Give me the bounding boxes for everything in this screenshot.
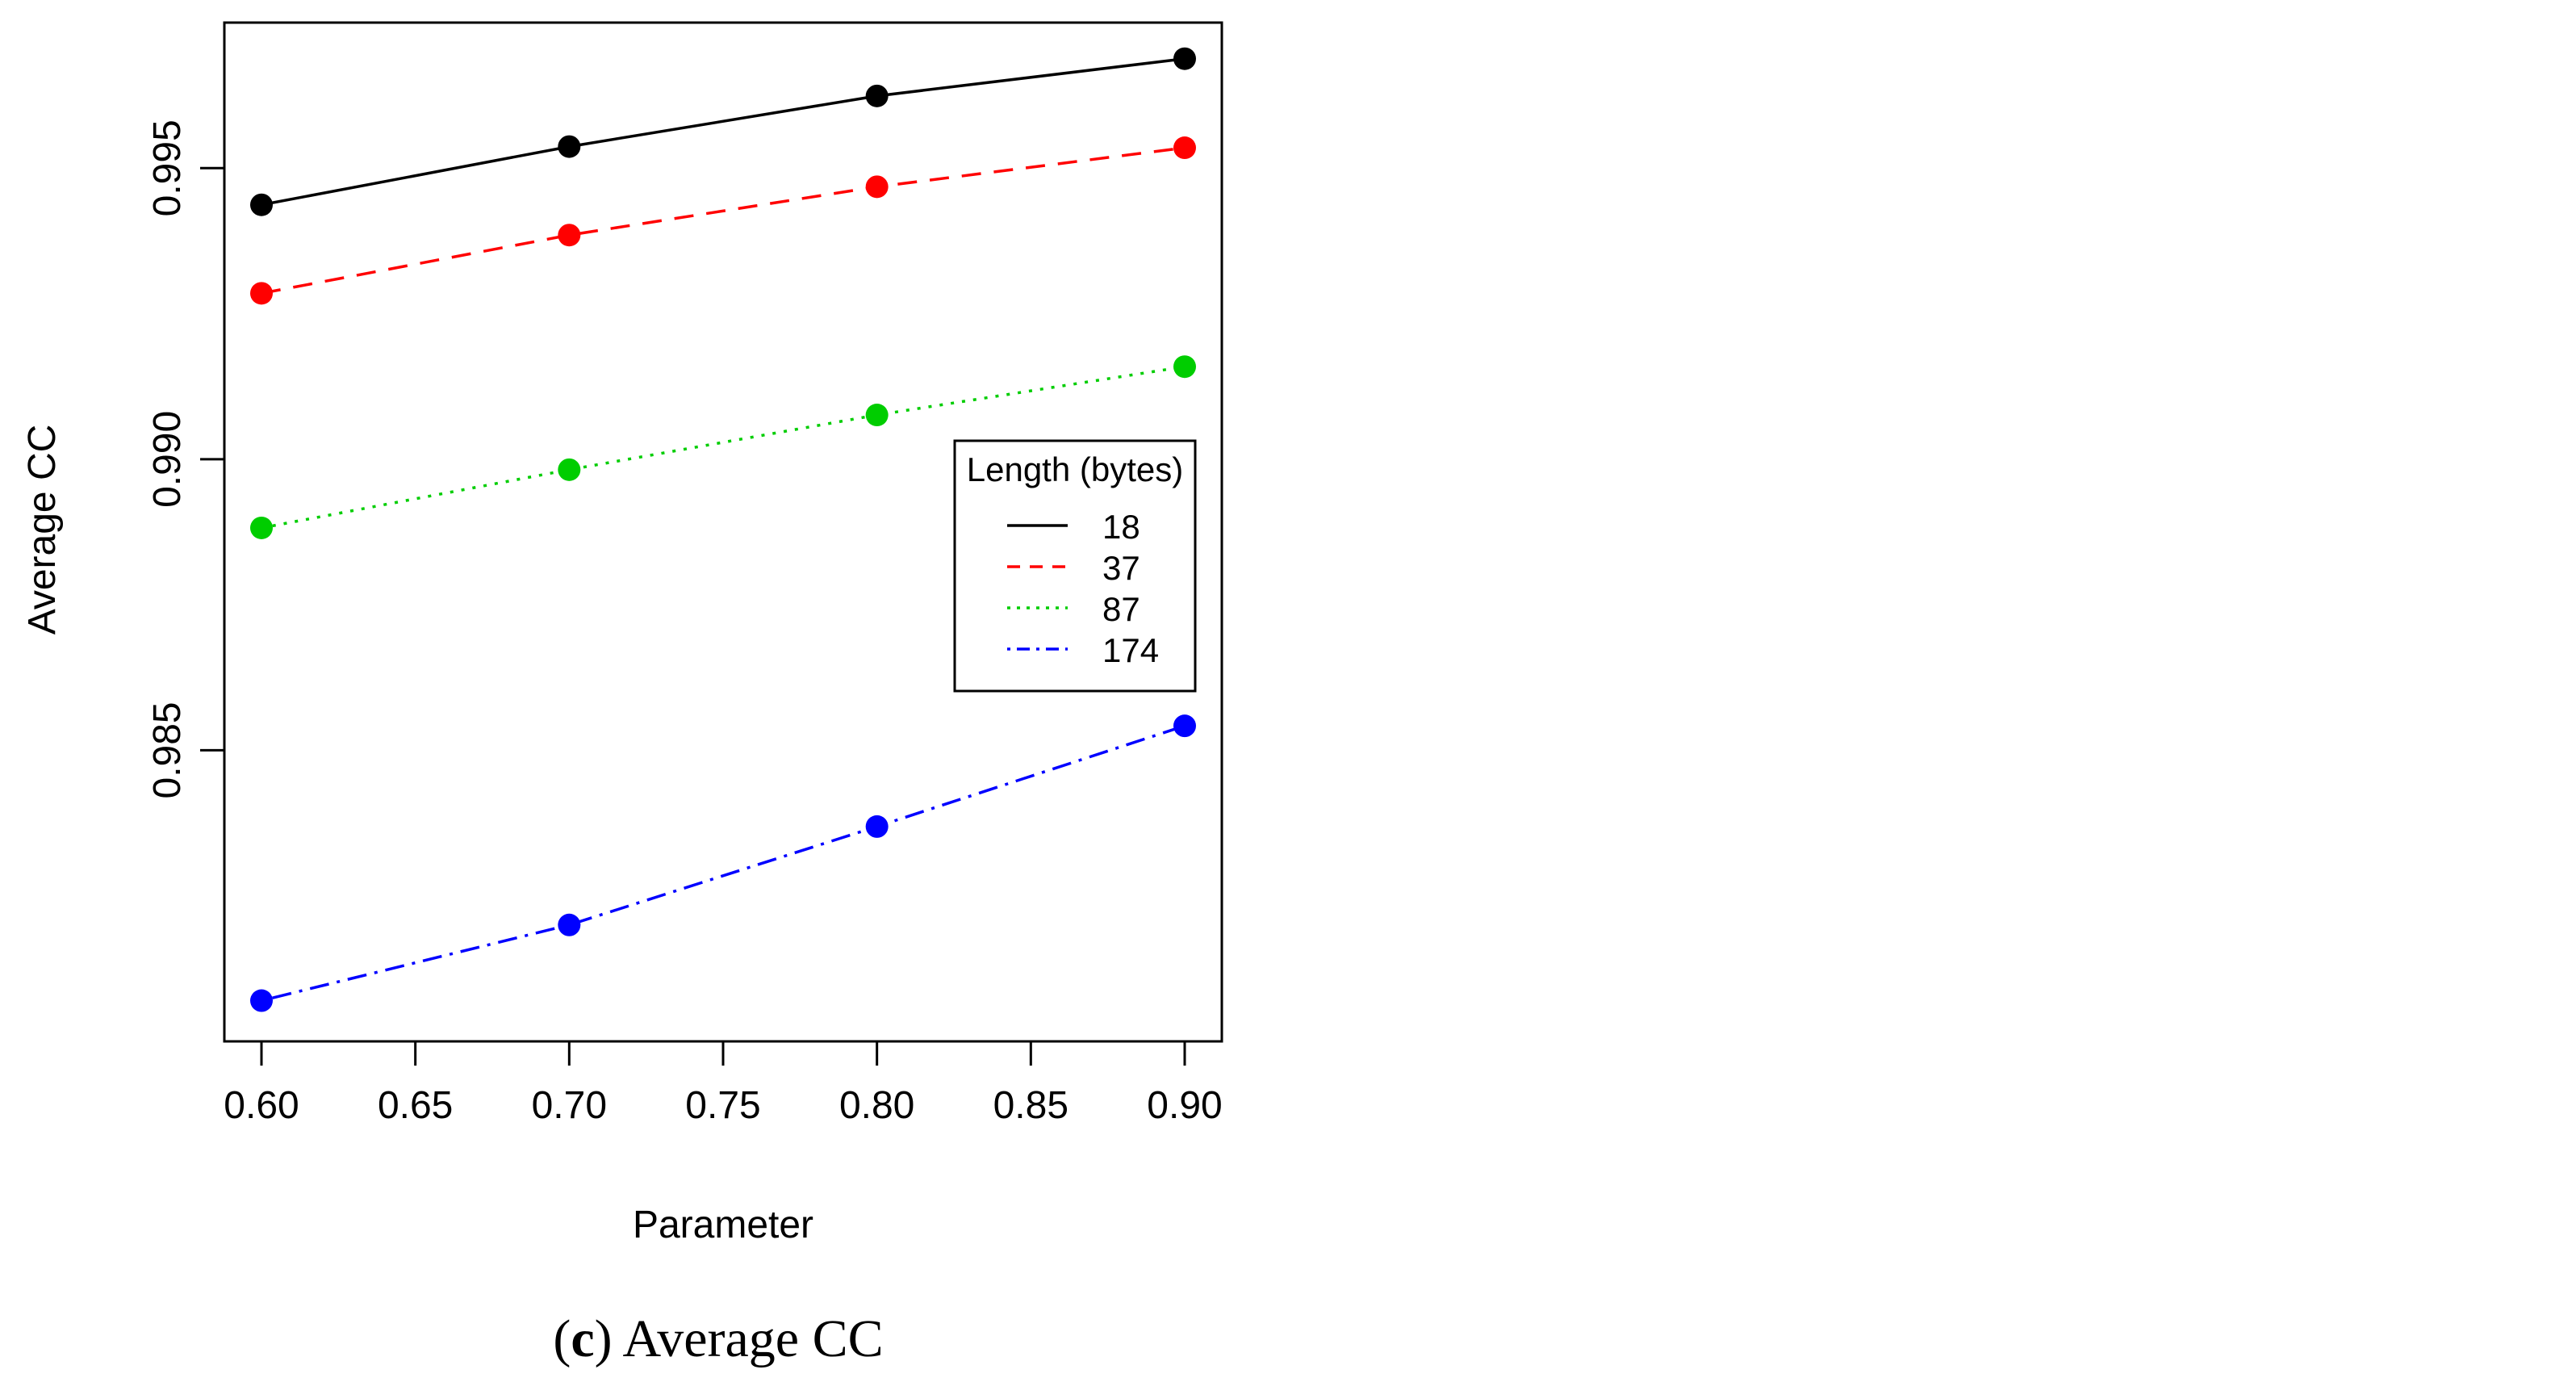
x-tick-label: 0.85	[993, 1084, 1068, 1127]
series-174	[250, 714, 1196, 1012]
caption: (c) Average CC	[553, 1309, 883, 1368]
data-point	[865, 404, 889, 427]
legend-label: 174	[1102, 631, 1159, 669]
data-point	[865, 815, 889, 838]
series-87	[250, 355, 1196, 539]
legend-label: 37	[1102, 549, 1140, 587]
data-point	[250, 989, 273, 1012]
legend-box	[953, 439, 1197, 693]
legend-item: 87	[1007, 590, 1140, 628]
x-tick-label: 0.70	[532, 1084, 607, 1127]
plot-axes: 0.60 0.65 0.70 0.75 0.80 0.85 0.90 0.985 0.990 0.…	[146, 21, 1223, 1127]
data-point	[558, 913, 581, 936]
legend-title: Length (bytes)	[967, 450, 1184, 488]
x-tick-label: 0.90	[1147, 1084, 1222, 1127]
series-line	[261, 365, 1186, 530]
data-point	[1173, 355, 1196, 379]
data-point	[558, 458, 581, 481]
data-point	[865, 175, 889, 199]
series-18	[250, 47, 1196, 216]
data-point	[250, 282, 273, 305]
data-point	[1173, 714, 1196, 738]
x-tick-label: 0.65	[378, 1084, 453, 1127]
data-point	[558, 135, 581, 158]
x-tick-label: 0.60	[224, 1084, 299, 1127]
legend-item: 174	[1007, 631, 1159, 669]
plot-series	[250, 47, 1196, 1012]
data-point	[1173, 47, 1196, 70]
x-tick-label: 0.80	[839, 1084, 914, 1127]
caption-label: c	[571, 1309, 594, 1368]
data-point	[250, 193, 273, 216]
x-axis-label: Parameter	[633, 1204, 813, 1246]
legend-label: 87	[1102, 590, 1140, 628]
series-line	[261, 146, 1186, 295]
series-line	[261, 57, 1186, 207]
y-tick-label: 0.990	[146, 411, 189, 508]
data-point	[865, 84, 889, 107]
legend-label: 18	[1102, 508, 1140, 546]
data-point	[558, 224, 581, 247]
data-point	[250, 516, 273, 539]
y-axis-label: Average CC	[21, 425, 64, 635]
y-tick-label: 0.985	[146, 702, 189, 798]
legend-item: 37	[1007, 549, 1140, 587]
caption-text: Average CC	[622, 1309, 883, 1368]
data-point	[1173, 136, 1196, 160]
series-line	[261, 724, 1186, 1003]
y-tick-label: 0.995	[146, 119, 189, 216]
series-37	[250, 136, 1196, 305]
legend-item: 18	[1007, 508, 1140, 546]
x-tick-label: 0.75	[685, 1084, 760, 1127]
